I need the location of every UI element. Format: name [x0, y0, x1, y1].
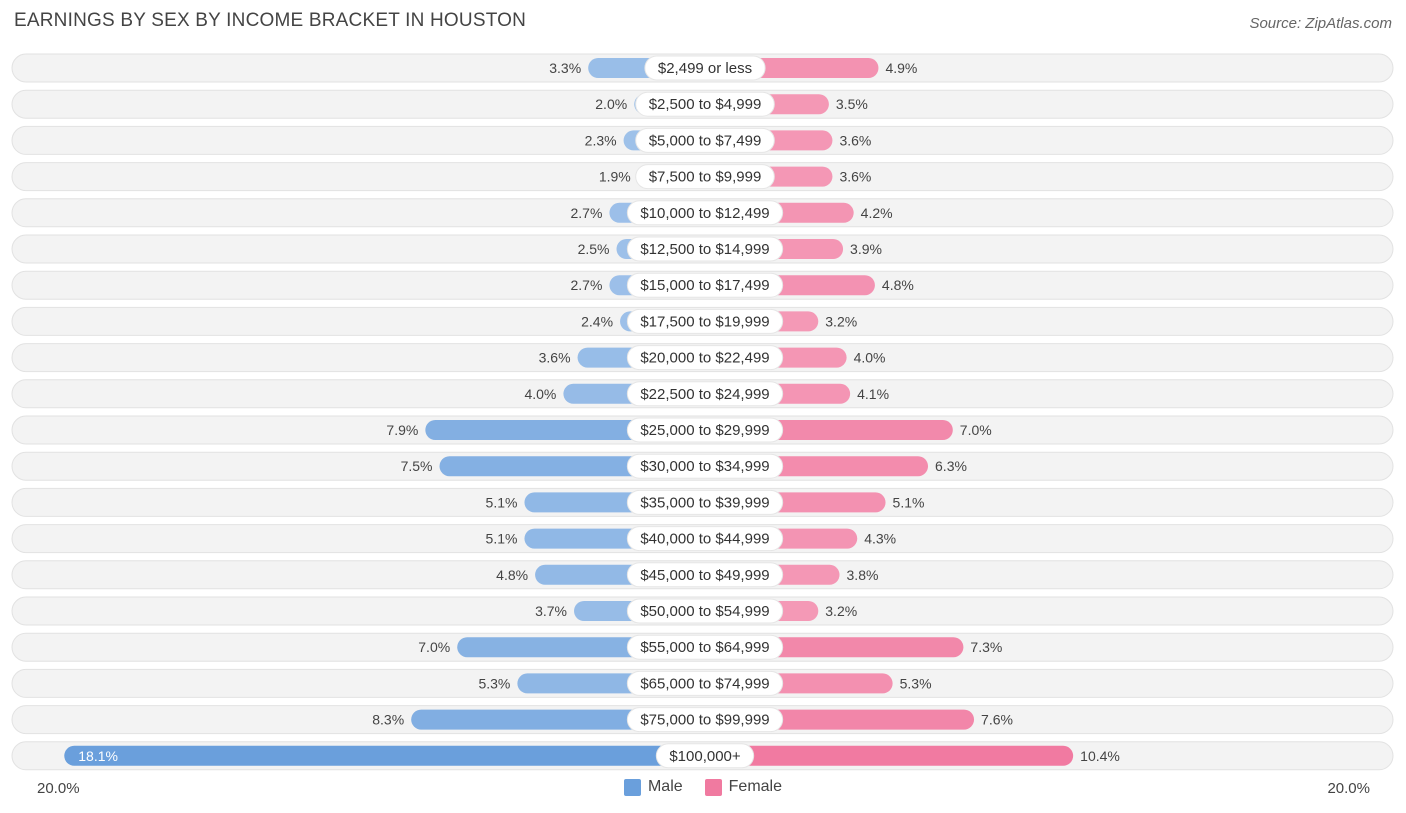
value-label-female: 3.6%: [839, 132, 871, 148]
value-label-female: 7.6%: [981, 712, 1013, 728]
category-label: $75,000 to $99,999: [640, 712, 769, 729]
category-pill: [655, 743, 755, 769]
value-label-male: 2.7%: [570, 277, 602, 293]
category-label: $5,000 to $7,499: [649, 132, 762, 149]
value-label-female: 3.6%: [839, 169, 871, 185]
legend-item-female: Female: [704, 778, 783, 796]
value-label-female: 10.4%: [1080, 748, 1120, 764]
value-label-male: 3.7%: [535, 603, 567, 619]
value-label-female: 7.3%: [970, 639, 1002, 655]
category-label: $10,000 to $12,499: [640, 205, 769, 222]
category-pill: [626, 562, 784, 588]
value-label-female: 3.2%: [825, 313, 857, 329]
category-pill: [626, 381, 784, 407]
value-label-female: 3.5%: [836, 96, 868, 112]
value-label-female: 5.1%: [893, 494, 925, 510]
value-label-female: 5.3%: [900, 675, 932, 691]
value-label-male: 4.0%: [524, 386, 556, 402]
value-label-male: 2.3%: [585, 132, 617, 148]
value-label-male: 8.3%: [372, 712, 404, 728]
category-pill: [626, 236, 784, 262]
category-pill: [644, 55, 766, 81]
value-label-male: 2.7%: [570, 205, 602, 221]
category-pill: [626, 634, 784, 660]
category-pill: [635, 91, 775, 117]
category-label: $65,000 to $74,999: [640, 675, 769, 692]
value-label-female: 4.2%: [861, 205, 893, 221]
category-pill: [626, 345, 784, 371]
category-label: $20,000 to $22,499: [640, 350, 769, 367]
category-pill: [626, 598, 784, 624]
value-label-female: 3.8%: [847, 567, 879, 583]
category-label: $45,000 to $49,999: [640, 567, 769, 584]
category-label: $15,000 to $17,499: [640, 277, 769, 294]
category-pill: [626, 453, 784, 479]
value-label-female: 4.1%: [857, 386, 889, 402]
legend-label-male: Male: [647, 778, 683, 795]
value-label-female: 4.8%: [882, 277, 914, 293]
value-label-female: 6.3%: [935, 458, 967, 474]
value-label-female: 7.0%: [960, 422, 992, 438]
value-label-male: 7.9%: [386, 422, 418, 438]
category-pill: [626, 489, 784, 515]
axis-left-label: 20.0%: [37, 780, 80, 797]
category-label: $25,000 to $29,999: [640, 422, 769, 439]
category-pill: [626, 417, 784, 443]
category-label: $2,499 or less: [658, 60, 752, 77]
value-label-female: 4.3%: [864, 531, 896, 547]
legend-item-male: Male: [623, 778, 683, 796]
category-pill: [626, 308, 784, 334]
category-pill: [626, 200, 784, 226]
axis-right-label: 20.0%: [1327, 780, 1370, 797]
category-pill: [626, 670, 784, 696]
category-label: $12,500 to $14,999: [640, 241, 769, 258]
value-label-female: 4.9%: [885, 60, 917, 76]
bar-female: [705, 745, 1074, 766]
category-pill: [626, 707, 784, 733]
category-label: $7,500 to $9,999: [649, 169, 762, 186]
chart-canvas: 3.3% 4.9% $2,499 or less 2.0% 3.5% $2,500 to …: [11, 53, 1394, 771]
source-credit: Source: ZipAtlas.com: [1249, 15, 1392, 32]
value-label-female: 3.9%: [850, 241, 882, 257]
value-label-male: 3.3%: [549, 60, 581, 76]
legend-swatch-male: [623, 778, 641, 796]
category-pill: [626, 272, 784, 298]
value-label-female: 3.2%: [825, 603, 857, 619]
category-label: $22,500 to $24,999: [640, 386, 769, 403]
category-pill: [635, 127, 775, 153]
category-pill: [626, 526, 784, 552]
value-label-male: 5.1%: [486, 531, 518, 547]
value-label-male: 3.6%: [539, 350, 571, 366]
value-label-male: 2.5%: [578, 241, 610, 257]
category-label: $55,000 to $64,999: [640, 639, 769, 656]
legend: Male Female: [0, 778, 1406, 796]
category-label: $17,500 to $19,999: [640, 313, 769, 330]
chart-title: EARNINGS BY SEX BY INCOME BRACKET IN HOU…: [14, 10, 527, 31]
value-label-male: 5.3%: [478, 675, 510, 691]
category-label: $100,000+: [669, 748, 741, 765]
value-label-male: 7.0%: [418, 639, 450, 655]
value-label-male: 4.8%: [496, 567, 528, 583]
value-label-male: 1.9%: [599, 169, 631, 185]
bar-male: [64, 745, 705, 766]
value-label-female: 4.0%: [854, 350, 886, 366]
value-label-male: 7.5%: [401, 458, 433, 474]
category-label: $30,000 to $34,999: [640, 458, 769, 475]
value-label-male: 2.4%: [581, 313, 613, 329]
legend-label-female: Female: [728, 778, 783, 795]
category-label: $2,500 to $4,999: [649, 96, 762, 113]
value-label-male: 2.0%: [595, 96, 627, 112]
value-label-male: 5.1%: [486, 494, 518, 510]
category-label: $50,000 to $54,999: [640, 603, 769, 620]
legend-swatch-female: [704, 778, 722, 796]
category-pill: [635, 164, 775, 190]
category-label: $35,000 to $39,999: [640, 494, 769, 511]
category-label: $40,000 to $44,999: [640, 531, 769, 548]
value-label-male: 18.1%: [78, 748, 118, 764]
